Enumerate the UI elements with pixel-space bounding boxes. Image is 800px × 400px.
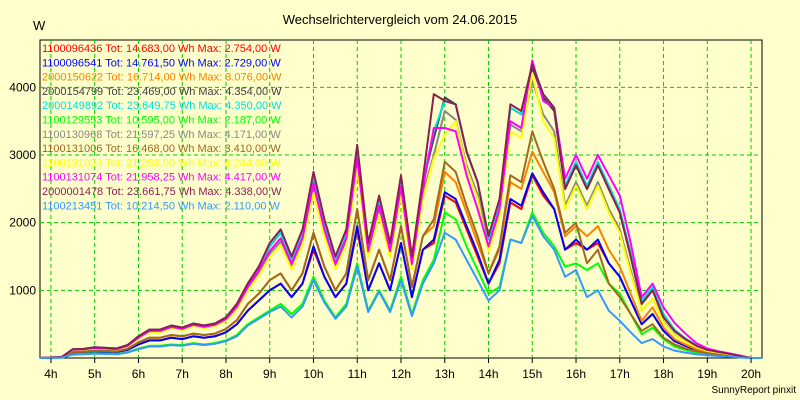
x-tick-label: 16h	[566, 367, 586, 381]
legend-entry: 1100213451 Tot: 10.214,50 Wh Max: 2.110,…	[42, 200, 281, 212]
chart-title: Wechselrichtervergleich vom 24.06.2015	[283, 12, 518, 27]
x-tick-label: 10h	[303, 367, 323, 381]
x-tick-label: 14h	[478, 367, 498, 381]
x-tick-label: 20h	[741, 367, 761, 381]
footer-credit: SunnyReport pinxit	[712, 385, 797, 396]
x-tick-label: 6h	[132, 367, 145, 381]
legend-entry: 1100096436 Tot: 14.683,00 Wh Max: 2.754,…	[42, 43, 281, 55]
x-tick-label: 8h	[219, 367, 232, 381]
series-line	[39, 63, 762, 359]
x-axis-ticks: 4h 5h 6h 7h 8h 9h 10h 11h 12h 13h 14h 15h 16h 17h 18h 1…	[44, 358, 761, 381]
x-tick-label: 7h	[176, 367, 189, 381]
grid-lines	[40, 40, 762, 358]
series-layer	[39, 59, 762, 359]
y-axis-ticks: 1000 2000 3000 4000	[9, 80, 36, 297]
x-tick-label: 18h	[654, 367, 674, 381]
series-line	[39, 59, 762, 359]
legend-entry: 2000154799 Tot: 23.469,00 Wh Max: 4.354,…	[42, 86, 282, 98]
y-axis-unit: W	[33, 18, 46, 33]
x-tick-label: 17h	[610, 367, 630, 381]
legend-entry: 1100131023 Tot: 21.283,00 Wh Max: 4.244,…	[42, 157, 281, 169]
legend-entry: 2000001478 Tot: 23.661,75 Wh Max: 4.338,…	[42, 186, 282, 198]
x-tick-label: 5h	[88, 367, 101, 381]
x-tick-label: 13h	[435, 367, 455, 381]
y-tick-label: 3000	[9, 148, 36, 162]
legend-entry: 1100096541 Tot: 14.761,50 Wh Max: 2.729,…	[42, 57, 281, 69]
y-tick-label: 2000	[9, 216, 36, 230]
y-tick-label: 1000	[9, 283, 36, 297]
legend-entry: 2000149892 Tot: 23.649,75 Wh Max: 4.350,…	[42, 100, 282, 112]
legend-entry: 1100130968 Tot: 21.597,25 Wh Max: 4.171,…	[42, 129, 281, 141]
legend-entry: 1100131006 Tot: 16.468,00 Wh Max: 3.410,…	[42, 143, 281, 155]
x-tick-label: 12h	[391, 367, 411, 381]
legend-entry: 1100131074 Tot: 21.958,25 Wh Max: 4.417,…	[42, 172, 281, 184]
x-tick-label: 11h	[348, 367, 367, 381]
series-line	[39, 214, 762, 359]
series-line	[39, 172, 762, 359]
legend-entry: 1100129553 Tot: 10.595,00 Wh Max: 2.187,…	[42, 115, 281, 127]
y-tick-label: 4000	[9, 80, 36, 94]
legend: 1100096436 Tot: 14.683,00 Wh Max: 2.754,…	[42, 43, 282, 212]
x-tick-label: 15h	[522, 367, 542, 381]
x-tick-label: 9h	[263, 367, 276, 381]
legend-entry: 2000150622 Tot: 16.714,00 Wh Max: 3.076,…	[42, 72, 282, 84]
series-line	[39, 130, 762, 359]
x-tick-label: 4h	[44, 367, 57, 381]
x-tick-label: 19h	[697, 367, 717, 381]
